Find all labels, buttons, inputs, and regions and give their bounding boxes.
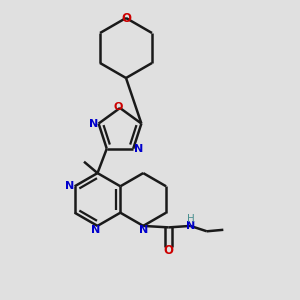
Text: H: H bbox=[188, 214, 195, 224]
Text: N: N bbox=[186, 220, 195, 231]
Text: O: O bbox=[164, 244, 174, 257]
Text: O: O bbox=[121, 11, 131, 25]
Text: N: N bbox=[88, 118, 98, 128]
Text: N: N bbox=[139, 225, 148, 235]
Text: N: N bbox=[134, 144, 143, 154]
Text: N: N bbox=[92, 225, 100, 235]
Text: N: N bbox=[65, 181, 74, 191]
Text: O: O bbox=[114, 101, 123, 112]
